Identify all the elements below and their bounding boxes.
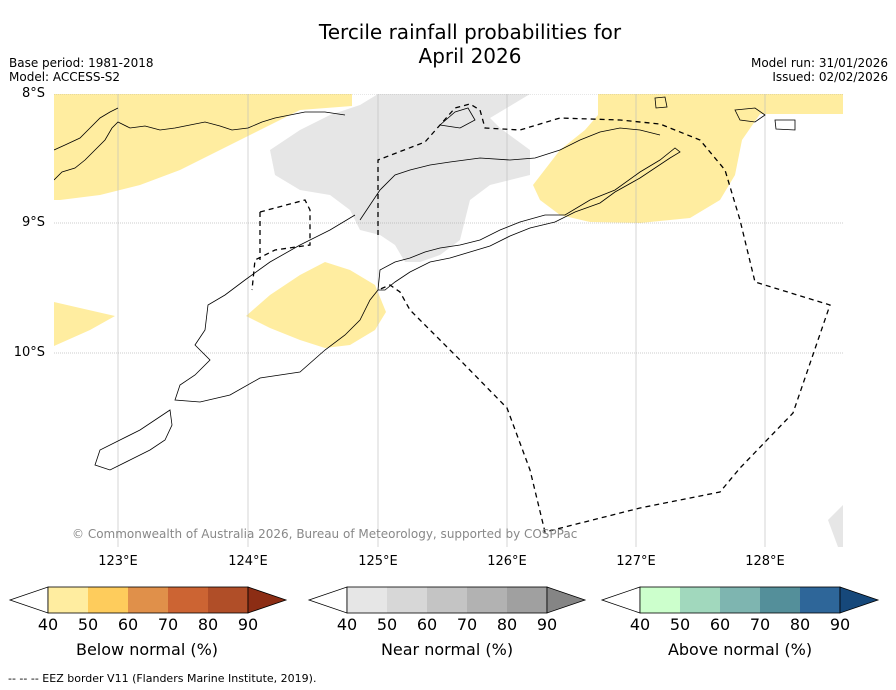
colorbar-tick: 50 [77, 615, 99, 634]
below-normal-region-center [246, 262, 386, 348]
colorbar-tick: 40 [629, 615, 651, 634]
colorbar-segment [88, 587, 128, 613]
colorbar-tick: 80 [789, 615, 811, 634]
near-normal-region [270, 94, 530, 262]
coastline-alor [439, 107, 476, 129]
lon-label-123e: 123°E [98, 554, 138, 569]
colorbar-tick: 60 [117, 615, 139, 634]
lat-label-10s: 10°S [13, 345, 45, 360]
colorbar-tick: 70 [749, 615, 771, 634]
colorbar-tick: 80 [496, 615, 518, 634]
colorbar-segment [347, 587, 387, 613]
colorbar-tick: 50 [669, 615, 691, 634]
colorbar-label-near: Near normal (%) [380, 640, 514, 659]
coastline-sumba [174, 214, 379, 403]
colorbar-segment [168, 587, 208, 613]
model-run: Model run: 31/01/2026 [750, 56, 888, 70]
colorbar-segment [48, 587, 88, 613]
colorbar-segment [128, 587, 168, 613]
coastline-timor [377, 147, 681, 291]
colorbar-tick: 90 [829, 615, 851, 634]
colorbar-below-normal [8, 586, 288, 614]
lon-label-125e: 125°E [358, 554, 398, 569]
colorbar-tick: 70 [157, 615, 179, 634]
colorbar-tick: 90 [237, 615, 259, 634]
coastline-wetar [734, 107, 766, 123]
colorbar-segment [467, 587, 507, 613]
colorbar-label-below: Below normal (%) [75, 640, 219, 659]
colorbar-tick: 40 [37, 615, 59, 634]
coastline-rote [94, 409, 173, 471]
below-normal-region-nw [54, 94, 352, 200]
colorbar-tick: 50 [376, 615, 398, 634]
colorbar-tick: 90 [536, 615, 558, 634]
colorbar-segment [208, 587, 248, 613]
colorbar-segment [800, 587, 840, 613]
colorbar-segment [427, 587, 467, 613]
colorbar-arrow-low [600, 586, 641, 614]
title-line-2: April 2026 [418, 44, 522, 68]
lat-label-9s: 9°S [21, 215, 45, 230]
lon-label-124e: 124°E [228, 554, 268, 569]
title-line-1: Tercile rainfall probabilities for [318, 20, 622, 44]
issued-date: Issued: 02/02/2026 [772, 70, 888, 84]
coastline-island-small-2 [774, 119, 796, 131]
colorbar-above-normal [600, 586, 880, 614]
map-title: Tercile rainfall probabilities for April… [0, 20, 896, 68]
meta-right: Model run: 31/01/2026 Issued: 02/02/2026 [751, 56, 888, 84]
coastline-island-small [654, 96, 668, 109]
colorbar-segment [680, 587, 720, 613]
colorbars [8, 586, 880, 614]
colorbar-segment [507, 587, 547, 613]
colorbar-segment [760, 587, 800, 613]
colorbar-tick: 60 [709, 615, 731, 634]
eez-footnote: -- -- -- EEZ border V11 (Flanders Marine… [8, 672, 317, 685]
copyright-notice: © Commonwealth of Australia 2026, Bureau… [72, 527, 578, 541]
colorbar-segment [720, 587, 760, 613]
colorbar-segment [640, 587, 680, 613]
colorbar-tick: 80 [197, 615, 219, 634]
meta-left: Base period: 1981-2018 Model: ACCESS-S2 [9, 56, 154, 84]
below-normal-region-west [54, 302, 115, 346]
coastlines [54, 96, 796, 471]
coastline-flores [54, 111, 346, 181]
colorbar-near-normal [307, 586, 587, 614]
colorbar-arrow-high [247, 586, 288, 614]
colorbar-tick: 40 [336, 615, 358, 634]
lon-label-126e: 126°E [487, 554, 527, 569]
model-name: Model: ACCESS-S2 [9, 70, 121, 84]
colorbar-arrow-low [8, 586, 49, 614]
coastline-flores-2 [54, 107, 119, 151]
lat-label-8s: 8°S [21, 86, 45, 101]
colorbar-tick: 70 [456, 615, 478, 634]
below-normal-region-ne [533, 94, 843, 223]
map-area [54, 94, 843, 547]
near-normal-region-se [828, 505, 843, 547]
colorbar-tick: 60 [416, 615, 438, 634]
lon-label-127e: 127°E [616, 554, 656, 569]
colorbar-label-above: Above normal (%) [667, 640, 813, 659]
coastline-timor-north [359, 127, 661, 221]
colorbar-arrow-high [546, 586, 587, 614]
colorbar-arrow-high [839, 586, 880, 614]
eez-border [251, 103, 831, 533]
colorbar-arrow-low [307, 586, 348, 614]
lon-label-128e: 128°E [745, 554, 785, 569]
base-period: Base period: 1981-2018 [9, 56, 154, 70]
colorbar-segment [387, 587, 427, 613]
